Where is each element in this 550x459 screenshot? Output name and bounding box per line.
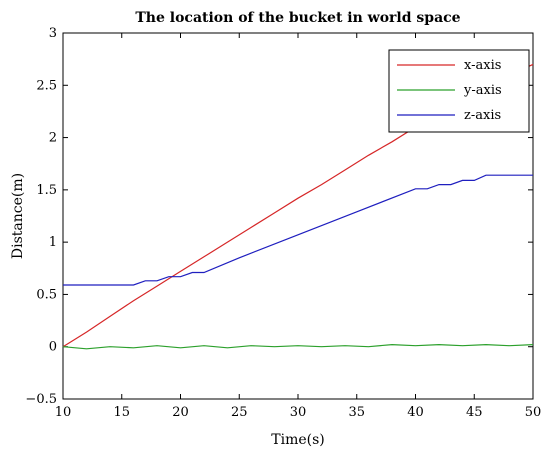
legend-label: x-axis: [464, 58, 501, 73]
y-tick-label: 1: [49, 235, 57, 250]
y-tick-label: 2.5: [36, 78, 57, 93]
legend: x-axis y-axis z-axis: [388, 49, 530, 133]
series-line-z-axis: [63, 174, 533, 286]
x-tick-label: 40: [407, 405, 424, 420]
y-axis-label: Distance(m): [10, 173, 26, 259]
y-tick-label: 3: [49, 26, 57, 41]
legend-box: [388, 49, 530, 133]
axis-ticks: 10 15 20 25 30 35 40 45 50 −0.5 0 0.5 1 1.5 2 2.5 3: [25, 26, 541, 420]
x-tick-label: 20: [172, 405, 189, 420]
x-tick-label: 45: [466, 405, 483, 420]
y-tick-label: 2: [49, 131, 57, 146]
x-tick-label: 15: [113, 405, 130, 420]
x-axis-label: Time(s): [271, 432, 324, 448]
x-tick-label: 30: [290, 405, 307, 420]
x-tick-label: 10: [55, 405, 72, 420]
x-tick-label: 25: [231, 405, 248, 420]
series-line-y-axis: [62, 343, 534, 350]
y-tick-label: −0.5: [25, 392, 57, 407]
x-tick-label: 50: [525, 405, 542, 420]
x-tick-label: 35: [348, 405, 365, 420]
chart-title: The location of the bucket in world spac…: [135, 10, 460, 26]
legend-label: y-axis: [463, 83, 502, 98]
legend-label: z-axis: [464, 108, 501, 123]
y-tick-label: 0: [49, 340, 57, 355]
y-tick-label: 1.5: [36, 183, 57, 198]
y-tick-label: 0.5: [36, 287, 57, 302]
